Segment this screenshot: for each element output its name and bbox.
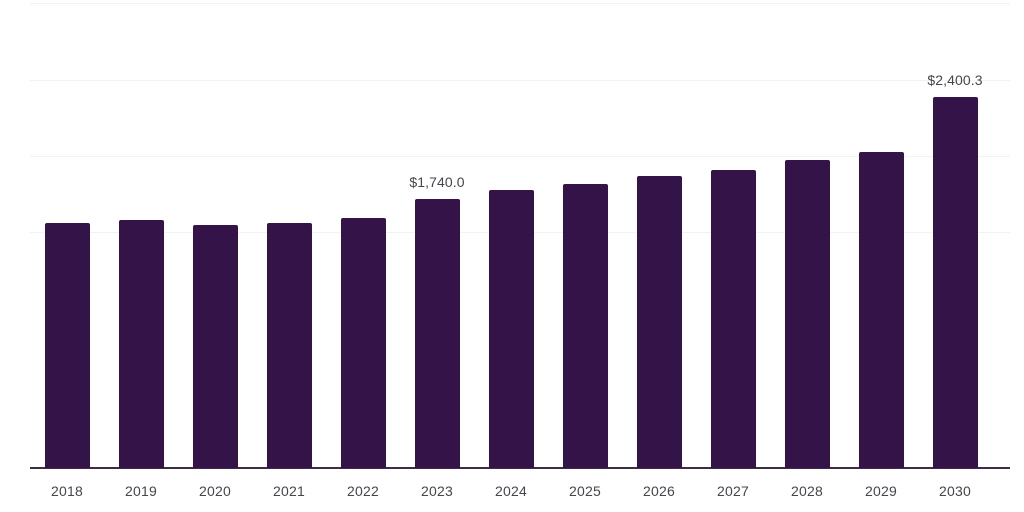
- bar[interactable]: [489, 190, 534, 468]
- x-axis-tick-label: 2027: [717, 483, 749, 499]
- x-axis-tick-label: 2024: [495, 483, 527, 499]
- bar-group: 2020: [181, 0, 249, 512]
- x-axis-baseline: [30, 467, 1010, 469]
- bar-group: 2026: [625, 0, 693, 512]
- bar-group: $1,740.0 2023: [403, 0, 471, 512]
- bar-group: 2019: [107, 0, 175, 512]
- x-axis-tick-label: 2028: [791, 483, 823, 499]
- bar[interactable]: [563, 184, 608, 468]
- x-axis-tick-label: 2029: [865, 483, 897, 499]
- bar-group: 2028: [773, 0, 841, 512]
- bar-group: 2022: [329, 0, 397, 512]
- bar-value-label: $2,400.3: [927, 72, 983, 88]
- x-axis-tick-label: 2018: [51, 483, 83, 499]
- bar-group: 2021: [255, 0, 323, 512]
- bar-group: 2025: [551, 0, 619, 512]
- bar[interactable]: [785, 160, 830, 468]
- bar[interactable]: [933, 97, 978, 468]
- bar[interactable]: [415, 199, 460, 468]
- x-axis-tick-label: 2019: [125, 483, 157, 499]
- bar-value-label: $1,740.0: [409, 174, 465, 190]
- x-axis-tick-label: 2021: [273, 483, 305, 499]
- bar[interactable]: [119, 220, 164, 468]
- bar-group: $2,400.3 2030: [921, 0, 989, 512]
- x-axis-tick-label: 2025: [569, 483, 601, 499]
- bar[interactable]: [45, 223, 90, 468]
- x-axis-tick-label: 2022: [347, 483, 379, 499]
- bar[interactable]: [267, 223, 312, 468]
- x-axis-tick-label: 2020: [199, 483, 231, 499]
- bar[interactable]: [637, 176, 682, 468]
- bar-group: 2024: [477, 0, 545, 512]
- bar-group: 2027: [699, 0, 767, 512]
- bar[interactable]: [711, 170, 756, 468]
- x-axis-tick-label: 2030: [939, 483, 971, 499]
- x-axis-tick-label: 2023: [421, 483, 453, 499]
- bar-group: 2018: [33, 0, 101, 512]
- bar-group: 2029: [847, 0, 915, 512]
- bar[interactable]: [193, 225, 238, 468]
- bar[interactable]: [341, 218, 386, 468]
- bar[interactable]: [859, 152, 904, 468]
- x-axis-tick-label: 2026: [643, 483, 675, 499]
